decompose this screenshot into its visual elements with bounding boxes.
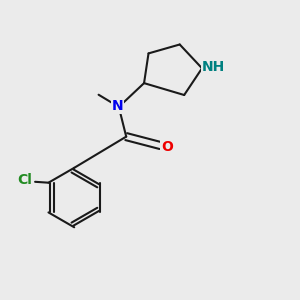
Text: O: O [161,140,173,154]
Text: Cl: Cl [17,173,32,187]
Text: NH: NH [202,60,225,74]
Text: N: N [112,99,123,113]
